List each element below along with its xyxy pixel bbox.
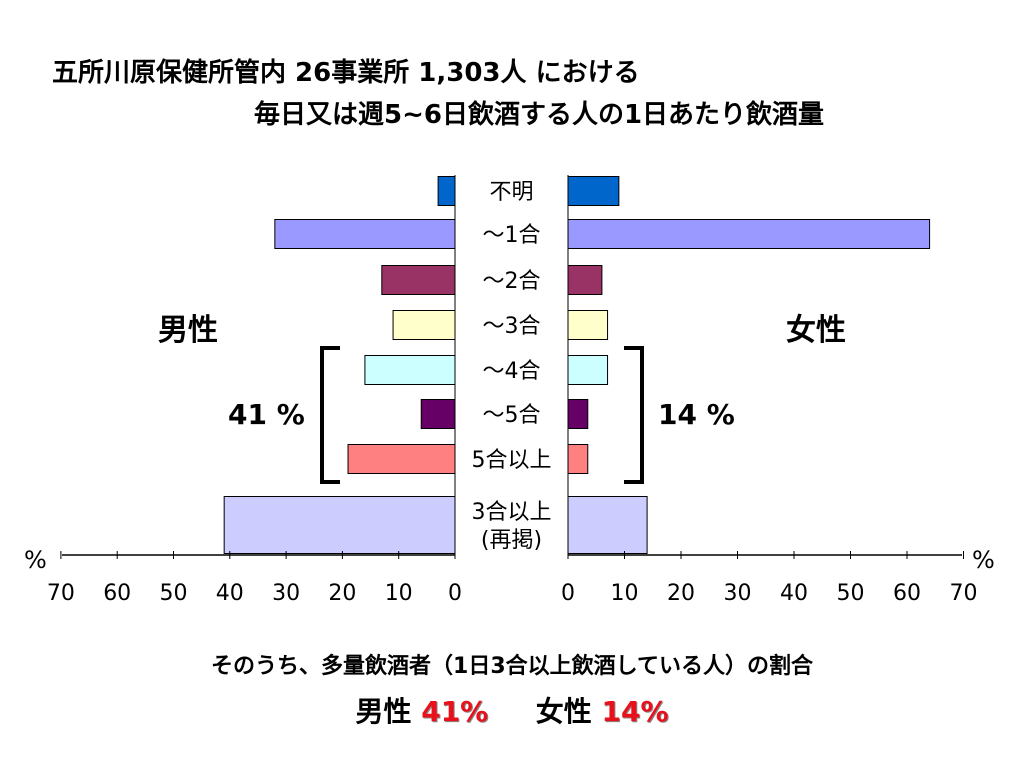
female-x-tick-label: 10 <box>611 581 639 606</box>
male-bar <box>274 219 456 249</box>
chart-title-line1: 五所川原保健所管内 26事業所 1,303人 における <box>52 58 640 88</box>
female-bar <box>567 444 589 474</box>
female-x-tick-label: 30 <box>724 581 752 606</box>
female-x-tick-label: 40 <box>780 581 808 606</box>
category-label: ～2合 <box>483 269 541 294</box>
male-x-tick-label: 30 <box>272 581 300 606</box>
male-x-tick-label: 70 <box>47 581 75 606</box>
category-label: ～5合 <box>483 403 541 428</box>
female-side-label: 女性 <box>786 313 846 348</box>
male-bracket-percent: 41 % <box>228 398 305 431</box>
male-x-tick-label: 60 <box>103 581 131 606</box>
female-x-tick-label: 50 <box>837 581 865 606</box>
butterfly-chart: 不明 ～1合 ～2合 ～3合 ～4合 ～5合 5合以上 3合以上 (再掲) 0 0 10 10 20 20 3… <box>24 175 995 606</box>
male-x-tick-label: 0 <box>448 581 462 606</box>
footer-female-value: 14% <box>601 695 669 728</box>
female-bar <box>567 310 609 340</box>
female-x-tick-label: 20 <box>667 581 695 606</box>
footer-male-label: 男性 <box>355 695 412 728</box>
male-bar <box>223 496 456 554</box>
female-bar <box>567 219 931 249</box>
female-bar <box>567 399 589 429</box>
female-x-tick-label: 70 <box>950 581 978 606</box>
category-label: ～1合 <box>483 223 541 248</box>
footer-result: 男性 41% 女性 14% <box>0 690 1024 730</box>
female-bar <box>567 265 603 295</box>
male-bar <box>437 176 456 206</box>
female-axis-unit: % <box>972 546 995 574</box>
footer-description: そのうち、多量飲酒者（1日3合以上飲酒している人）の割合 <box>211 654 813 679</box>
category-label: 不明 <box>489 180 533 205</box>
category-label: ～3合 <box>483 314 541 339</box>
male-bar <box>364 355 456 385</box>
footer-male-value: 41% <box>421 695 489 728</box>
female-bracket <box>624 346 644 484</box>
male-x-tick-label: 20 <box>328 581 356 606</box>
male-axis-unit: % <box>24 546 47 574</box>
male-x-tick-label: 10 <box>385 581 413 606</box>
category-label: 5合以上 <box>472 448 552 473</box>
female-bar <box>567 176 620 206</box>
male-bar <box>381 265 456 295</box>
male-x-tick-label: 40 <box>216 581 244 606</box>
category-label: 3合以上 <box>472 500 552 525</box>
male-bar <box>420 399 456 429</box>
male-bracket <box>320 346 340 484</box>
female-x-tick-label: 60 <box>893 581 921 606</box>
female-bar <box>567 496 648 554</box>
male-bar <box>392 310 456 340</box>
chart-title-line2: 毎日又は週5~6日飲酒する人の1日あたり飲酒量 <box>254 100 825 130</box>
footer-female-label: 女性 <box>535 695 592 728</box>
category-label: ～4合 <box>483 359 541 384</box>
category-label: (再掲) <box>481 528 542 553</box>
female-bar <box>567 355 609 385</box>
male-side-label: 男性 <box>158 313 218 348</box>
male-x-tick-label: 50 <box>160 581 188 606</box>
female-bracket-percent: 14 % <box>658 398 735 431</box>
female-x-tick-label: 0 <box>561 581 575 606</box>
male-bar <box>347 444 456 474</box>
